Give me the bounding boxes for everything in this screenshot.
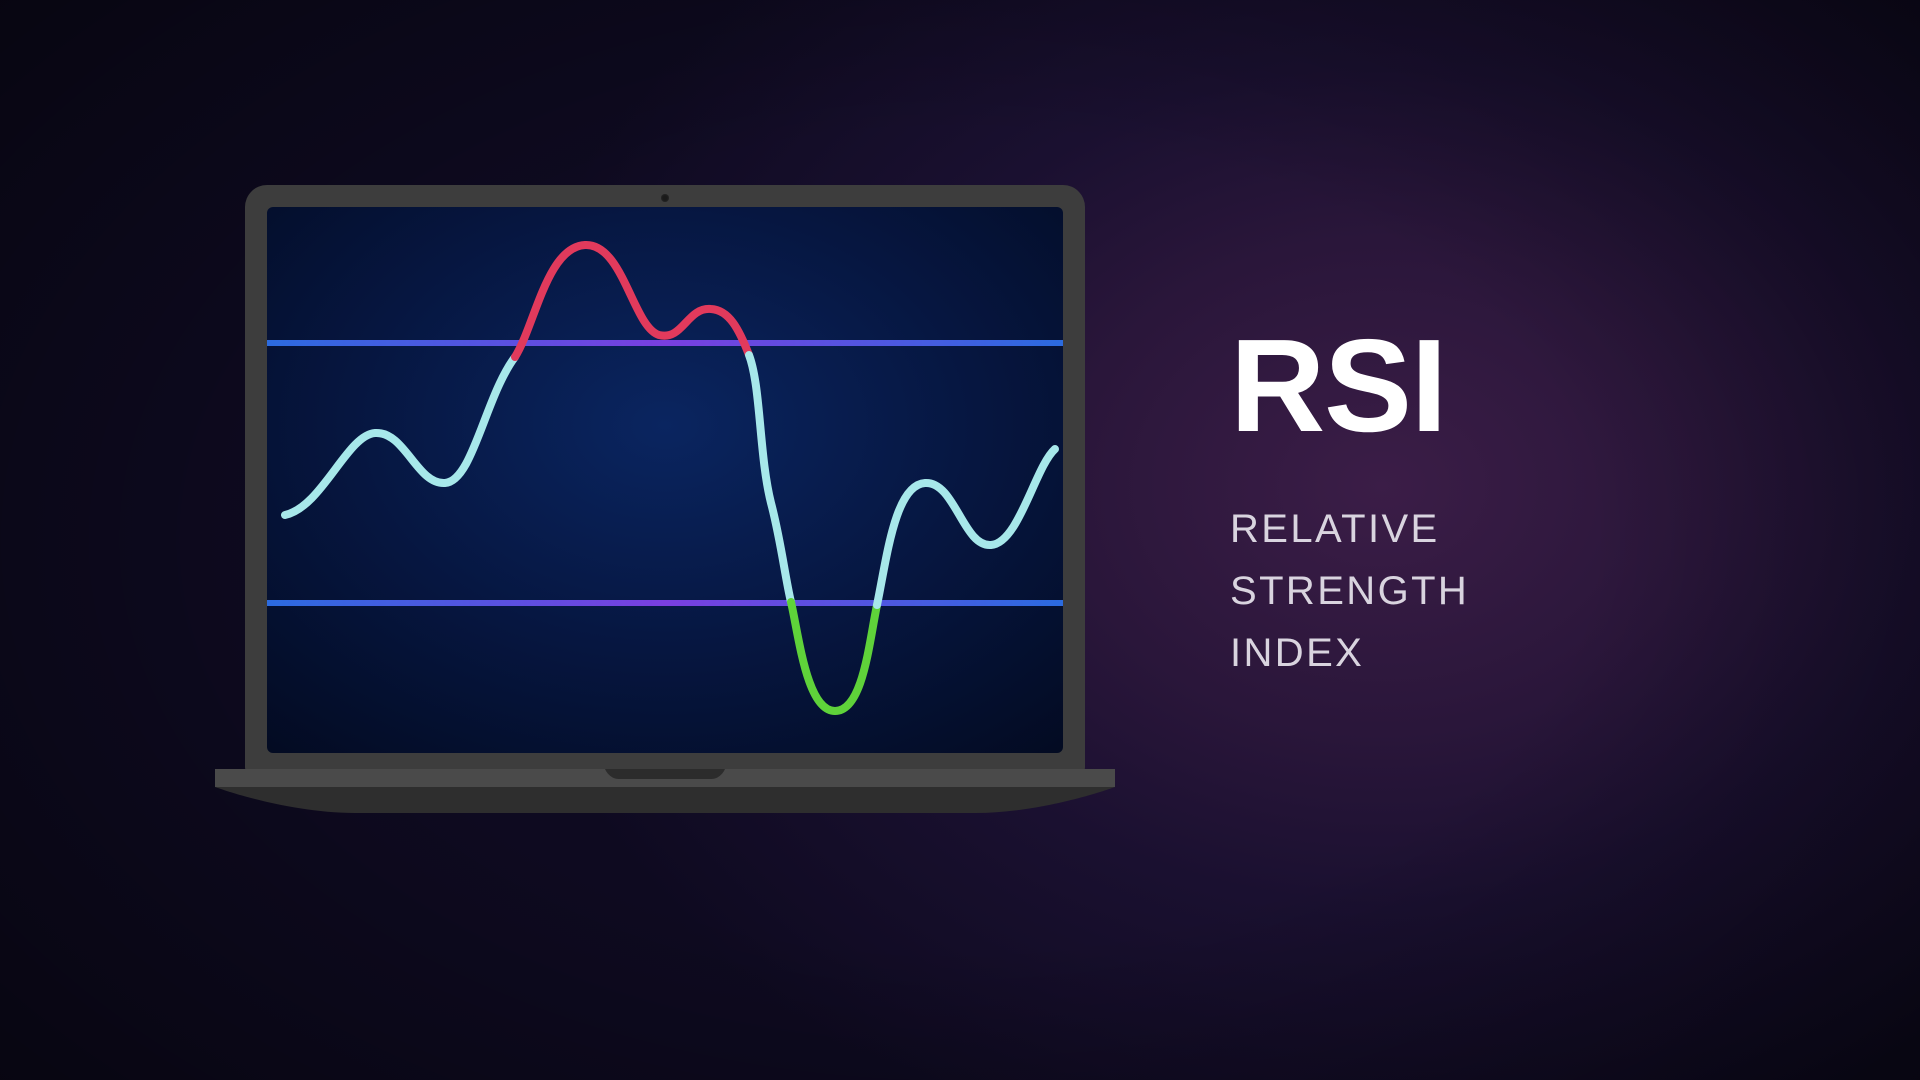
title-block: RSI RELATIVESTRENGTHINDEX — [1230, 320, 1469, 684]
subtitle-line: INDEX — [1230, 622, 1469, 684]
subtitle-text: RELATIVESTRENGTHINDEX — [1230, 498, 1469, 684]
laptop-illustration — [215, 185, 1115, 835]
rsi-segment-oversold — [791, 602, 877, 711]
acronym-text: RSI — [1230, 320, 1469, 452]
rsi-segment-overbought — [515, 245, 749, 357]
laptop-lid — [245, 185, 1085, 775]
rsi-segment-normal — [285, 357, 515, 515]
laptop-base — [215, 769, 1115, 813]
camera-icon — [661, 194, 669, 202]
infographic-canvas: RSI RELATIVESTRENGTHINDEX — [0, 0, 1920, 1080]
subtitle-line: STRENGTH — [1230, 560, 1469, 622]
rsi-segment-normal — [749, 355, 791, 602]
subtitle-line: RELATIVE — [1230, 498, 1469, 560]
laptop-screen — [267, 207, 1063, 753]
rsi-segment-normal — [877, 449, 1055, 605]
rsi-line-chart — [267, 207, 1063, 753]
